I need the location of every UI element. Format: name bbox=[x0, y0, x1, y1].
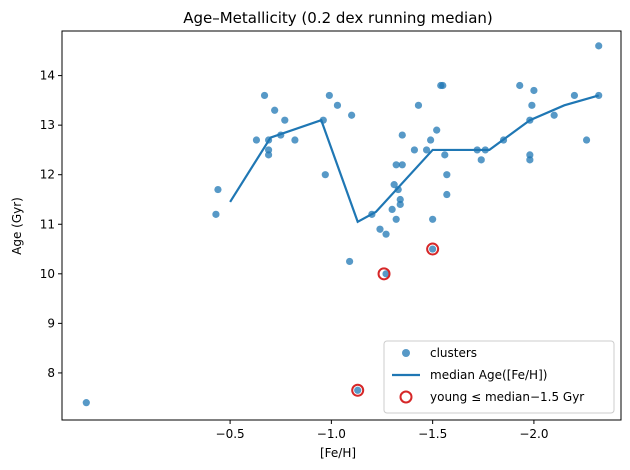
young-cluster-ring-2 bbox=[426, 242, 440, 256]
cluster-point-1 bbox=[214, 185, 222, 194]
cluster-point-51 bbox=[526, 156, 534, 164]
x-axis: −0.5 −1.0 −1.5 −2.0 bbox=[216, 420, 548, 441]
x-axis-label: [Fe/H] bbox=[320, 446, 356, 460]
cluster-point-0 bbox=[82, 399, 90, 407]
cluster-point-27 bbox=[394, 185, 402, 194]
cluster-point-4 bbox=[252, 136, 261, 144]
cluster-point-34 bbox=[422, 146, 431, 154]
x-tick-label-2: −1.5 bbox=[418, 427, 447, 441]
young-cluster-ring-1 bbox=[377, 267, 391, 281]
chart-title: Age–Metallicity (0.2 dex running median) bbox=[183, 9, 493, 27]
cluster-point-17 bbox=[348, 111, 356, 119]
cluster-point-31 bbox=[398, 161, 406, 169]
cluster-point-42 bbox=[443, 171, 451, 179]
cluster-point-22 bbox=[382, 230, 390, 238]
cluster-point-38 bbox=[433, 126, 441, 134]
cluster-point-15 bbox=[333, 101, 342, 109]
x-tick-label-0: −0.5 bbox=[216, 427, 245, 441]
plot-frame bbox=[61, 30, 622, 421]
legend-median-label: median Age([Fe/H]) bbox=[430, 368, 547, 382]
cluster-point-57 bbox=[595, 91, 603, 100]
cluster-point-58 bbox=[595, 42, 603, 50]
cluster-point-26 bbox=[392, 215, 400, 223]
plot-area bbox=[82, 42, 603, 407]
cluster-point-7 bbox=[264, 151, 273, 159]
cluster-point-18 bbox=[354, 386, 362, 394]
legend-clusters-label: clusters bbox=[430, 346, 477, 360]
cluster-point-36 bbox=[429, 215, 437, 223]
cluster-point-40 bbox=[439, 81, 447, 90]
cluster-point-14 bbox=[325, 91, 333, 100]
legend-clusters-marker bbox=[402, 349, 410, 357]
cluster-point-25 bbox=[392, 161, 400, 169]
cluster-point-54 bbox=[550, 111, 558, 119]
median-line bbox=[229, 94, 600, 224]
cluster-point-13 bbox=[321, 171, 329, 179]
cluster-point-41 bbox=[441, 151, 449, 159]
cluster-point-37 bbox=[429, 245, 437, 253]
x-tick-label-3: −2.0 bbox=[519, 427, 548, 441]
cluster-point-32 bbox=[410, 146, 419, 154]
y-tick-label-5: 13 bbox=[40, 118, 55, 132]
cluster-point-23 bbox=[388, 205, 396, 213]
y-tick-label-0: 8 bbox=[47, 366, 55, 380]
cluster-point-43 bbox=[443, 190, 451, 199]
cluster-point-48 bbox=[516, 81, 524, 90]
cluster-point-53 bbox=[528, 101, 536, 109]
cluster-point-35 bbox=[427, 136, 435, 144]
cluster-point-50 bbox=[526, 151, 534, 159]
cluster-point-28 bbox=[396, 195, 404, 204]
cluster-point-8 bbox=[271, 106, 279, 114]
y-axis-label: Age (Gyr) bbox=[10, 197, 24, 255]
x-tick-label-1: −1.0 bbox=[317, 427, 346, 441]
cluster-point-2 bbox=[212, 210, 220, 218]
cluster-point-6 bbox=[264, 146, 273, 154]
y-axis: 8 9 10 11 12 13 14 bbox=[40, 69, 62, 380]
cluster-point-16 bbox=[346, 257, 354, 266]
cluster-point-20 bbox=[376, 225, 384, 233]
y-tick-label-2: 10 bbox=[40, 267, 55, 281]
cluster-point-52 bbox=[530, 86, 538, 95]
cluster-point-30 bbox=[398, 131, 406, 139]
cluster-point-10 bbox=[281, 116, 289, 124]
legend-young-label: young ≤ median−1.5 Gyr bbox=[430, 390, 584, 404]
cluster-point-55 bbox=[570, 91, 579, 100]
legend: clusters median Age([Fe/H]) young ≤ medi… bbox=[383, 340, 615, 414]
cluster-point-21 bbox=[382, 270, 390, 278]
cluster-point-24 bbox=[390, 181, 398, 189]
y-tick-label-4: 12 bbox=[40, 168, 55, 182]
cluster-point-33 bbox=[414, 101, 423, 109]
cluster-point-11 bbox=[291, 136, 299, 144]
legend-young-marker bbox=[399, 390, 413, 404]
y-tick-label-6: 14 bbox=[40, 69, 55, 83]
young-cluster-ring-0 bbox=[351, 383, 365, 397]
y-tick-label-3: 11 bbox=[40, 217, 55, 231]
cluster-point-56 bbox=[582, 136, 591, 144]
y-tick-label-1: 9 bbox=[47, 316, 55, 330]
cluster-point-29 bbox=[396, 200, 404, 209]
cluster-point-45 bbox=[477, 156, 485, 164]
cluster-point-3 bbox=[260, 91, 269, 100]
legend-box bbox=[383, 340, 615, 414]
